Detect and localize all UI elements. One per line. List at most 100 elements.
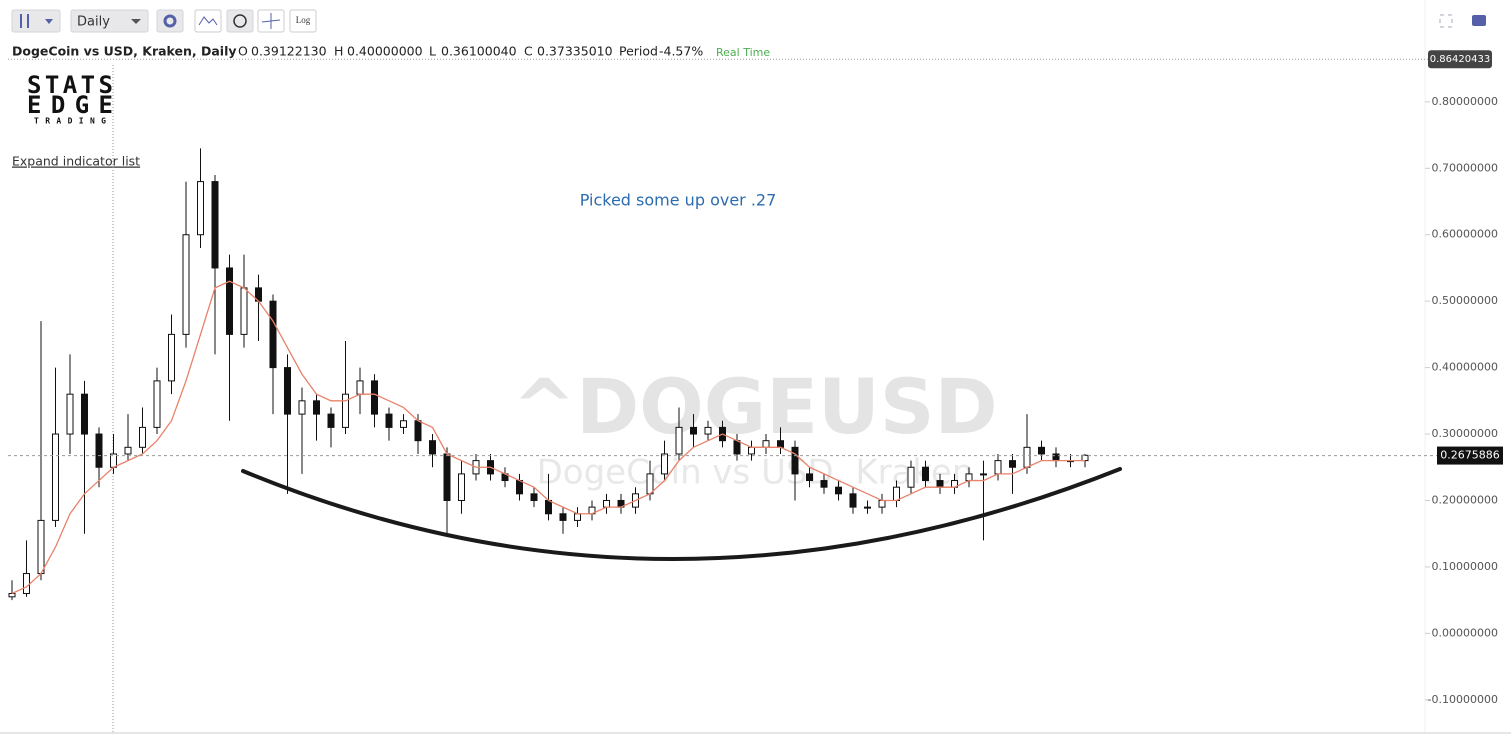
low-label: L: [429, 44, 436, 59]
candle-body: [327, 413, 335, 428]
candle-body: [965, 473, 973, 482]
candle-body: [574, 513, 581, 521]
moving-average: [11, 280, 1085, 595]
y-tick-label: 0.70000000: [1432, 161, 1498, 174]
candle-body: [342, 393, 349, 428]
settings-button[interactable]: [156, 9, 184, 33]
candle-body: [124, 446, 132, 455]
indicator-toggle[interactable]: Expand indicator list: [12, 154, 140, 169]
candle-body: [835, 486, 842, 495]
top-price-label: 0.86420433: [1430, 54, 1490, 65]
candle-body: [646, 473, 654, 495]
candle-body: [211, 181, 219, 269]
logo-line: STATS: [27, 71, 113, 99]
candle-body: [762, 440, 770, 448]
candle-body: [298, 400, 306, 415]
candle-body: [1052, 453, 1060, 462]
close-value: 0.37335010: [537, 44, 613, 59]
candle-body: [414, 420, 422, 442]
y-tick-label: 0.30000000: [1432, 427, 1498, 440]
candle-body: [66, 393, 74, 435]
candle-body: [820, 480, 828, 488]
candle-body: [429, 440, 436, 455]
candle-body: [922, 466, 929, 482]
last-price-label: 0.2675886: [1440, 449, 1500, 462]
logo-line: TRADING: [34, 117, 106, 126]
time-button[interactable]: [226, 9, 254, 33]
dropdown-arrow: [45, 19, 53, 24]
y-tick-label: 0.20000000: [1432, 493, 1498, 506]
candle-body: [313, 400, 320, 415]
candle-body: [907, 466, 915, 488]
candle-body: [95, 433, 103, 468]
watermark: ^DOGEUSD: [512, 362, 997, 451]
candle-body: [139, 426, 146, 448]
high-value: 0.40000000: [347, 44, 423, 59]
candle-body: [8, 592, 16, 598]
symbol: DogeCoin vs USD, Kraken, Daily: [12, 44, 237, 59]
candle-body: [980, 473, 987, 476]
y-tick-label: 0.60000000: [1432, 228, 1498, 241]
close-label: C: [524, 44, 533, 59]
candle-body: [1081, 454, 1089, 462]
candle-body: [81, 393, 88, 435]
candle-body: [748, 446, 755, 455]
candle-body: [675, 426, 683, 455]
candle-body: [864, 506, 871, 509]
candle-body: [1009, 460, 1016, 468]
period-label: Period: [619, 44, 658, 59]
watermark-subtitle: DogeCoin vs USD, Kraken: [537, 453, 974, 493]
candle-body: [777, 440, 784, 448]
y-tick-label: -0.10000000: [1428, 693, 1498, 706]
open-label: O: [238, 44, 248, 59]
period-value: -4.57%: [659, 44, 703, 59]
candle-body: [559, 513, 567, 521]
candle-body: [240, 287, 248, 335]
annotation: Picked some up over .27: [580, 191, 777, 210]
low-value: 0.36100040: [441, 44, 517, 59]
candle-body: [994, 460, 1002, 475]
high-label: H: [334, 44, 343, 59]
log-label: Log: [296, 15, 311, 25]
compare-button[interactable]: [194, 9, 222, 33]
y-tick-label: 0.50000000: [1432, 294, 1498, 307]
candle-body: [269, 300, 277, 369]
chart-style-button[interactable]: [11, 9, 61, 33]
y-tick-label: 0.80000000: [1432, 95, 1498, 108]
y-tick-label: 0.00000000: [1432, 626, 1498, 639]
candle-body: [168, 333, 175, 382]
last-price-box: [1437, 446, 1503, 465]
candle-body: [690, 426, 697, 435]
interval-select[interactable]: [70, 9, 149, 33]
candle-body: [791, 446, 799, 475]
y-tick-label: 0.10000000: [1432, 560, 1498, 573]
candle-body: [37, 519, 45, 575]
compare-icon: [198, 16, 218, 26]
candle-body: [356, 380, 364, 395]
y-tick-label: 0.40000000: [1432, 361, 1498, 374]
candle-body: [893, 486, 900, 501]
candle-body: [1023, 446, 1031, 468]
candle-body: [153, 380, 161, 428]
candle-body: [52, 433, 59, 521]
gear-icon: [163, 14, 177, 28]
candle-body: [400, 420, 407, 428]
candle-body: [806, 473, 813, 482]
fullscreen-button[interactable]: [1439, 14, 1453, 28]
candle-body: [733, 440, 741, 455]
candle-body: [1038, 446, 1045, 455]
snapshot-button[interactable]: [1472, 15, 1486, 26]
candle-body: [545, 499, 552, 515]
top-price-box: [1428, 50, 1492, 69]
candle-body: [530, 493, 538, 501]
candle-body: [704, 426, 712, 435]
log-button[interactable]: [289, 9, 317, 33]
dropdown-arrow: [131, 19, 141, 24]
candle-body: [661, 453, 668, 475]
candle-body: [226, 267, 233, 335]
candle-body: [878, 499, 886, 508]
candle-body: [936, 480, 944, 488]
candle-body: [284, 367, 291, 415]
